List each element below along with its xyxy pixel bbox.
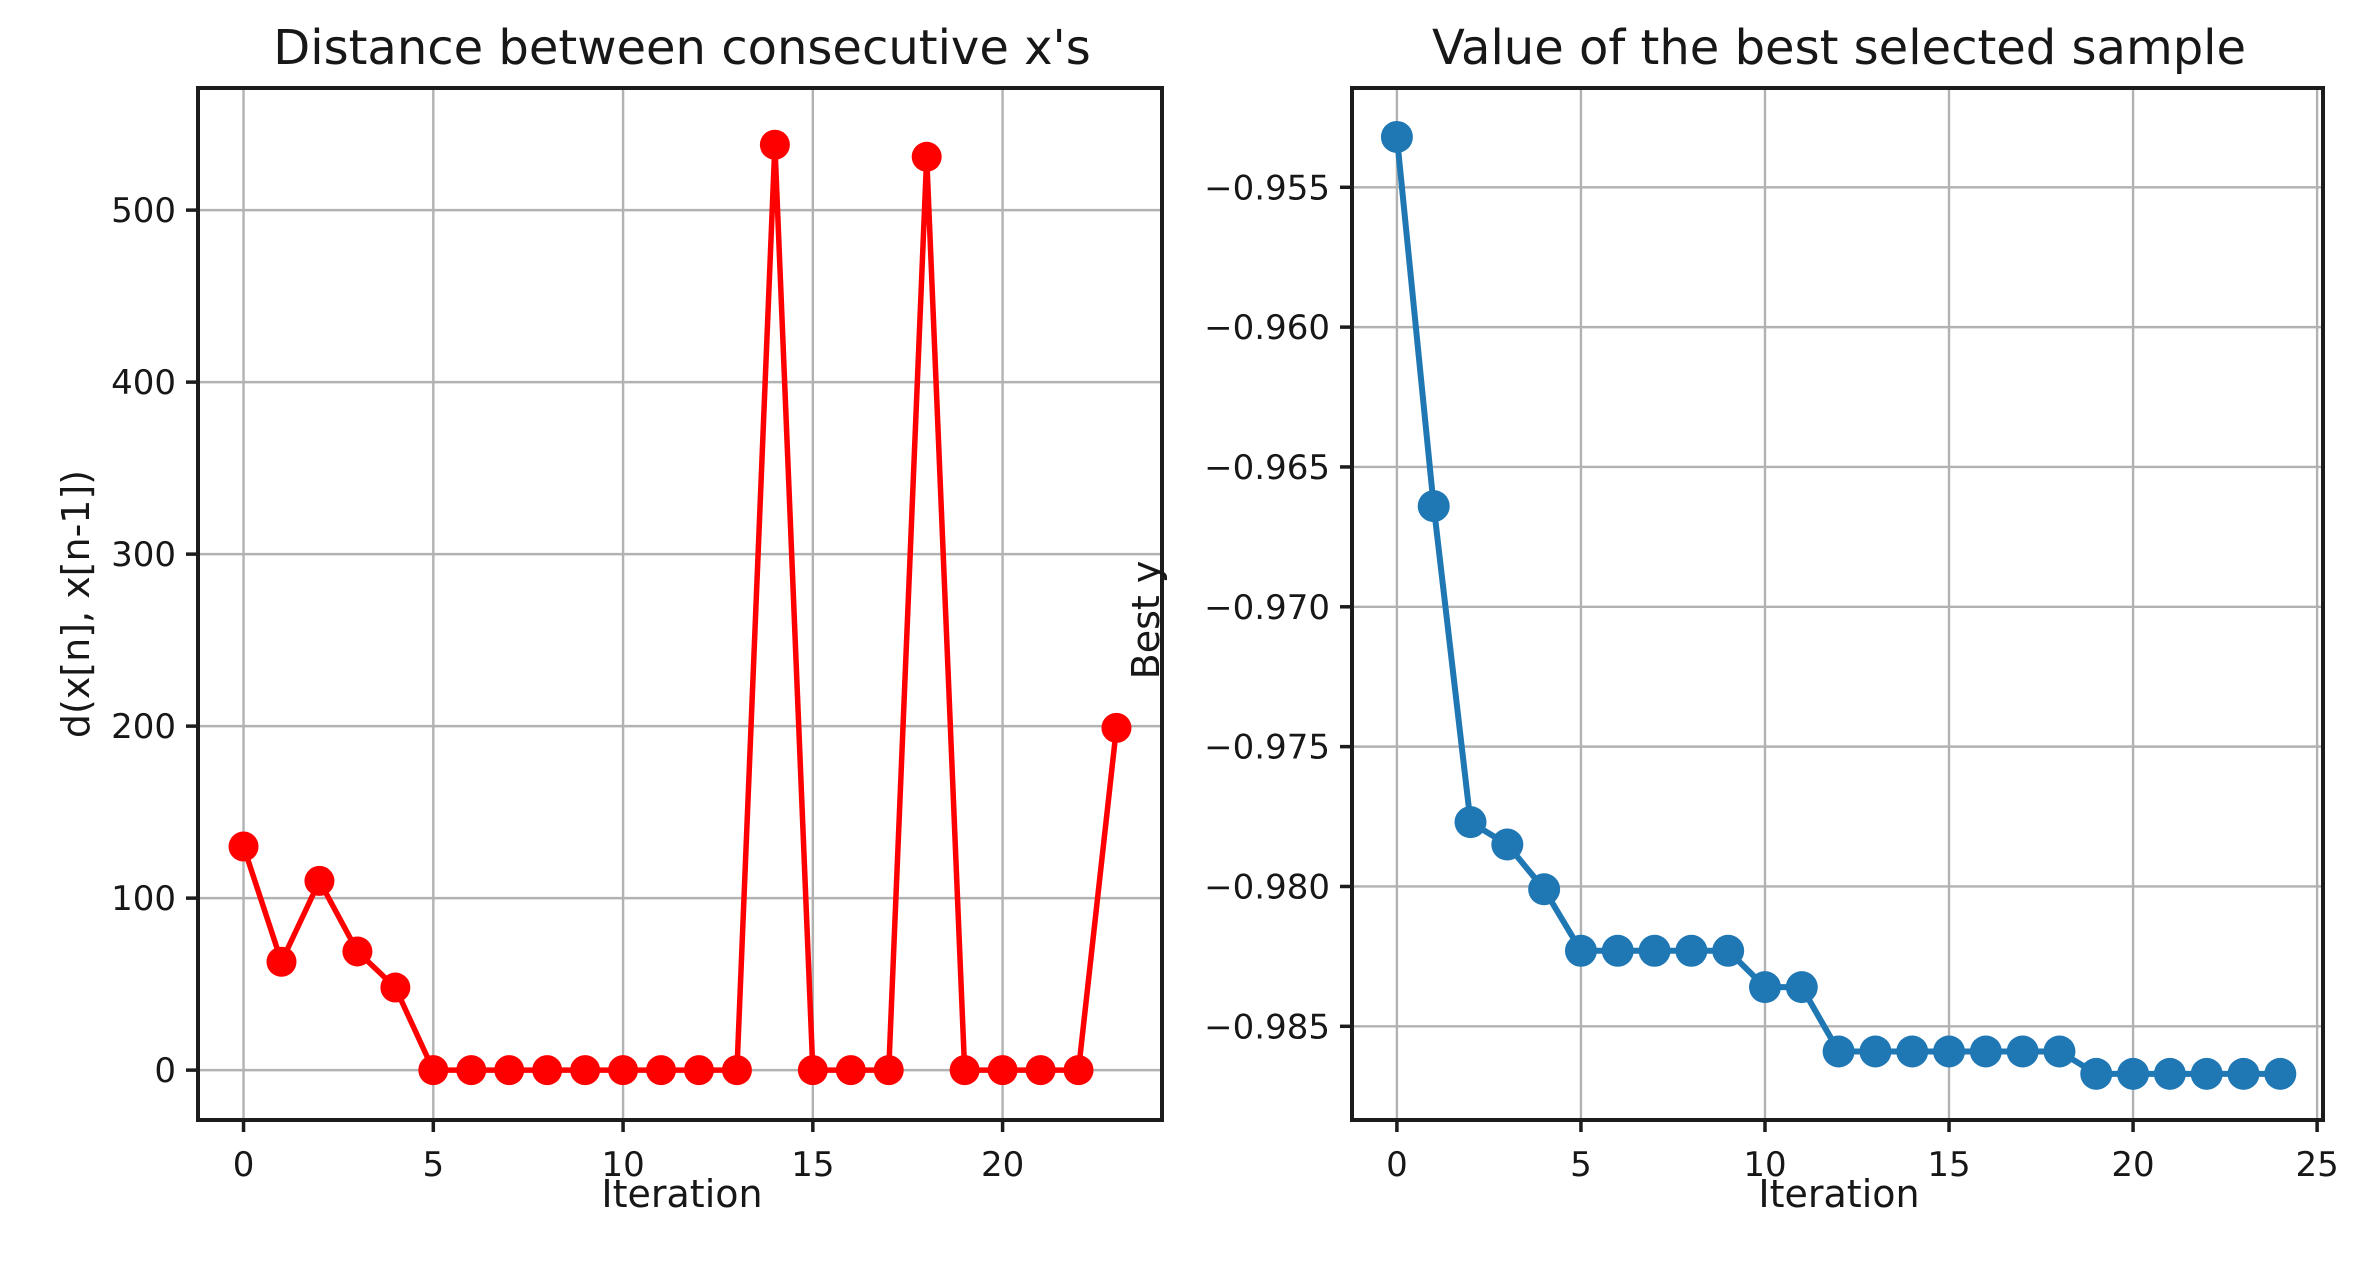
right-plot-title: Value of the best selected sample (1431, 20, 2247, 76)
data-point-marker (1712, 934, 1745, 967)
axes-spines (196, 86, 1164, 1122)
y-tick-label: −0.955 (1204, 168, 1330, 208)
data-point-marker (1564, 934, 1597, 967)
data-point-marker (1417, 490, 1450, 523)
x-tick-label: 20 (2111, 1145, 2154, 1185)
data-point-marker (1638, 934, 1671, 967)
data-point-marker (1969, 1035, 2002, 1068)
y-tick-label: 400 (111, 363, 176, 403)
data-point-marker (2043, 1035, 2076, 1068)
x-tick-label: 25 (2295, 1145, 2338, 1185)
data-point-marker (494, 1055, 525, 1086)
axes-spines (1350, 86, 2325, 1122)
left-plot-ylabel: d(x[n], x[n-1]) (54, 469, 98, 739)
y-tick-label: −0.975 (1204, 728, 1330, 768)
data-point-marker (721, 1055, 752, 1086)
data-point-marker (1601, 934, 1634, 967)
data-point-marker (266, 946, 297, 977)
data-point-marker (2264, 1057, 2297, 1090)
y-tick-label: −0.965 (1204, 448, 1330, 488)
data-point-marker (2006, 1035, 2039, 1068)
data-point-marker (1528, 873, 1561, 906)
data-point-marker (797, 1055, 828, 1086)
data-point-marker (418, 1055, 449, 1086)
series-line (1393, 136, 2281, 1077)
data-point-marker (873, 1055, 904, 1086)
data-point-marker (949, 1055, 980, 1086)
data-point-marker (1380, 120, 1413, 153)
x-tick-label: 10 (601, 1145, 644, 1185)
y-tick-label: −0.985 (1204, 1007, 1330, 1047)
data-point-marker (380, 972, 411, 1003)
data-point-marker (342, 936, 373, 967)
data-point-marker (2080, 1057, 2113, 1090)
data-point-marker (1748, 971, 1781, 1004)
y-tick-label: 300 (111, 535, 176, 575)
x-tick-label: 0 (1386, 1145, 1408, 1185)
x-tick-label: 10 (1743, 1145, 1786, 1185)
data-point-marker (1785, 971, 1818, 1004)
data-point-marker (1859, 1035, 1892, 1068)
x-tick-label: 5 (1570, 1145, 1592, 1185)
x-tick-label: 20 (981, 1145, 1024, 1185)
data-point-marker (1675, 934, 1708, 967)
data-point-marker (1025, 1055, 1056, 1086)
x-tick-label: 0 (233, 1145, 255, 1185)
data-point-marker (835, 1055, 866, 1086)
data-point-marker (1933, 1035, 1966, 1068)
data-point-marker (1063, 1055, 1094, 1086)
data-point-marker (759, 129, 790, 160)
data-point-marker (987, 1055, 1018, 1086)
data-point-marker (570, 1055, 601, 1086)
data-point-marker (532, 1055, 563, 1086)
data-point-marker (1822, 1035, 1855, 1068)
y-tick-label: −0.960 (1204, 308, 1330, 348)
y-tick-label: 500 (111, 191, 176, 231)
data-point-marker (304, 865, 335, 896)
series-line (240, 142, 1120, 1073)
data-point-marker (1101, 712, 1132, 743)
left-plot-title: Distance between consecutive x's (273, 20, 1091, 76)
data-point-marker (683, 1055, 714, 1086)
left-plot-xlabel: Iteration (601, 1172, 763, 1216)
y-tick-label: 0 (154, 1051, 176, 1091)
data-point-marker (2117, 1057, 2150, 1090)
data-point-marker (608, 1055, 639, 1086)
data-point-marker (2227, 1057, 2260, 1090)
data-point-marker (456, 1055, 487, 1086)
data-point-marker (228, 831, 259, 862)
x-tick-label: 15 (1927, 1145, 1970, 1185)
data-point-marker (646, 1055, 677, 1086)
data-point-marker (1896, 1035, 1929, 1068)
y-tick-label: −0.970 (1204, 588, 1330, 628)
y-tick-label: 200 (111, 707, 176, 747)
x-tick-label: 15 (791, 1145, 834, 1185)
data-point-marker (911, 141, 942, 172)
data-point-marker (1491, 828, 1524, 861)
right-plot-ylabel: Best y (1124, 560, 1168, 680)
right-plot-xlabel: Iteration (1758, 1172, 1920, 1216)
x-tick-label: 5 (422, 1145, 444, 1185)
y-tick-label: −0.980 (1204, 867, 1330, 907)
data-point-marker (1454, 806, 1487, 839)
data-point-marker (2190, 1057, 2223, 1090)
y-tick-label: 100 (111, 879, 176, 919)
data-point-marker (2153, 1057, 2186, 1090)
